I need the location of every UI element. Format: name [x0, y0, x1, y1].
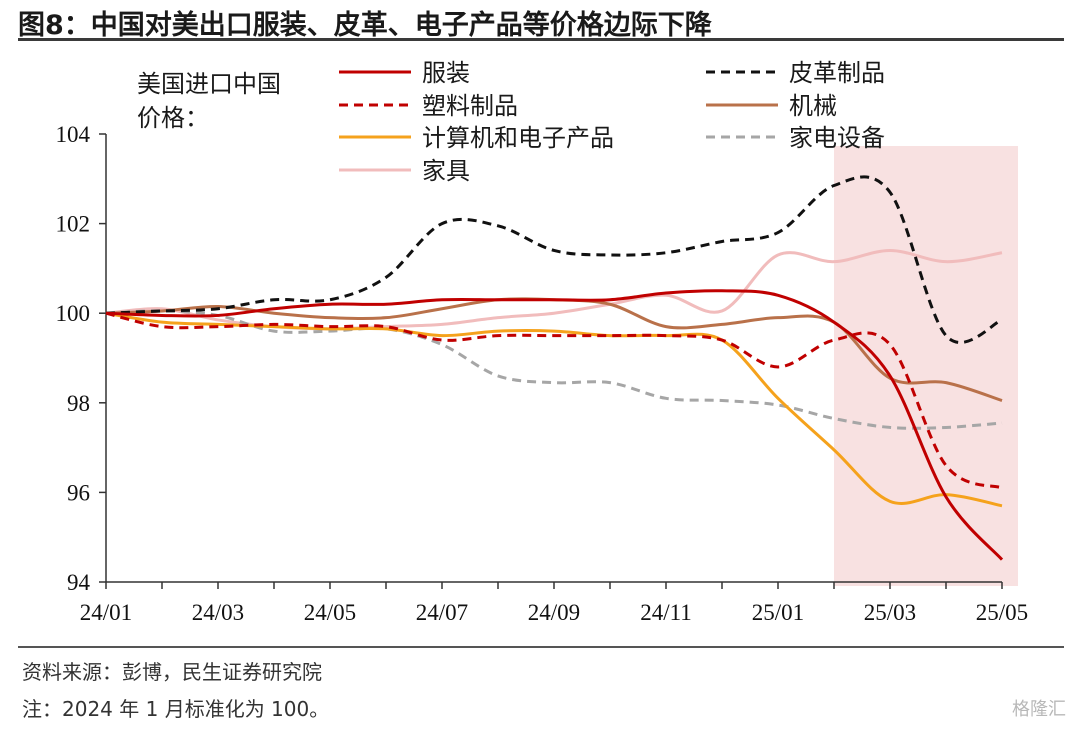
- line-chart: 94 96 98 100 102 104 24/01 24/03 24/05 24/07 24/09…: [56, 59, 1029, 625]
- y-tick-label: 94: [67, 570, 91, 595]
- series-line-6: [105, 309, 1003, 430]
- legend-label-1: 服装: [422, 59, 470, 87]
- series-line-1: [105, 289, 1004, 561]
- legend-label-7: 家具: [422, 157, 470, 185]
- y-tick-label: 98: [67, 391, 90, 416]
- watermark: 格隆汇: [1012, 699, 1066, 720]
- footer-rule: [18, 646, 1064, 648]
- figure-title: 图8：中国对美出口服装、皮革、电子产品等价格边际下降: [18, 10, 712, 41]
- y-axis-title-line2: 价格：: [137, 104, 209, 132]
- x-tick-label: 24/05: [304, 600, 356, 625]
- x-tick-label: 24/09: [528, 600, 580, 625]
- legend-label-3: 塑料制品: [422, 92, 518, 120]
- y-tick-label: 104: [56, 122, 91, 147]
- series-line-5: [105, 311, 1003, 508]
- series-line-2: [105, 175, 1003, 344]
- highlight-region: [834, 146, 1018, 586]
- x-tick-label: 25/01: [752, 600, 804, 625]
- axes: 94 96 98 100 102 104 24/01 24/03 24/05 24/07 24/09…: [56, 122, 1029, 625]
- series-lines: [105, 175, 1004, 561]
- legend-label-6: 家电设备: [789, 124, 885, 152]
- y-tick-label: 96: [67, 480, 90, 505]
- y-axis-title-line1: 美国进口中国: [137, 70, 281, 98]
- source-note: 资料来源：彭博，民生证券研究院: [22, 660, 322, 684]
- legend-label-2: 皮革制品: [789, 59, 885, 87]
- x-tick-label: 24/11: [640, 600, 692, 625]
- legend-label-4: 机械: [789, 92, 837, 120]
- x-tick-label: 24/03: [192, 600, 244, 625]
- x-tick-label: 25/03: [864, 600, 916, 625]
- footnote: 注：2024 年 1 月标准化为 100。: [22, 697, 330, 721]
- x-tick-label: 24/01: [80, 600, 132, 625]
- x-tick-label: 25/05: [976, 600, 1028, 625]
- y-tick-label: 102: [56, 212, 91, 237]
- title-underline: [18, 38, 1064, 41]
- legend-label-5: 计算机和电子产品: [422, 124, 614, 152]
- y-tick-label: 100: [56, 301, 91, 326]
- x-tick-label: 24/07: [416, 600, 468, 625]
- series-line-3: [105, 311, 1003, 490]
